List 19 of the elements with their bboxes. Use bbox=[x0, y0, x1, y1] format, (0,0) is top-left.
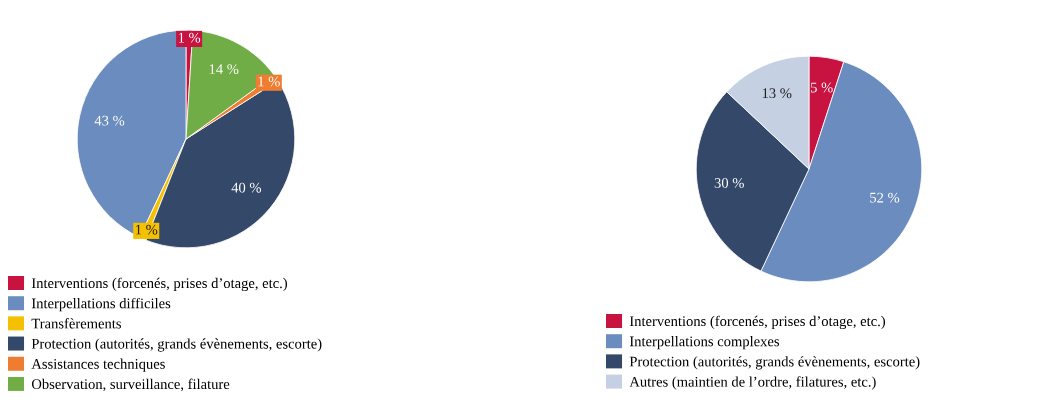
legend-label: Assistances techniques bbox=[31, 358, 165, 372]
legend-label: Observation, surveillance, filature bbox=[31, 378, 230, 392]
data-label: 13 % bbox=[762, 88, 792, 99]
data-label: 40 % bbox=[231, 182, 262, 193]
data-label: 43 % bbox=[94, 115, 125, 126]
data-label: 52 % bbox=[870, 192, 900, 203]
legend-label: Interpellations difficiles bbox=[31, 297, 171, 312]
data-label: 1 % bbox=[258, 76, 280, 87]
legend-label: Transfèrements bbox=[31, 318, 121, 329]
legend-label: Interpellations complexes bbox=[629, 336, 780, 350]
legend-label: Protection (autorités, grands évènements, escorte) bbox=[31, 338, 322, 352]
legend-label: Interventions (forcenés, prises d’otage, etc.) bbox=[629, 315, 886, 330]
legend-label: Autres (maintien de l’ordre, filatures, etc.) bbox=[629, 376, 876, 390]
data-label: 30 % bbox=[714, 178, 744, 188]
legend-label: Interventions (forcenés, prises d’otage, etc.) bbox=[31, 277, 288, 292]
data-label: 14 % bbox=[209, 64, 239, 75]
legend-label: Protection (autorités, grands évènements, escorte) bbox=[629, 356, 920, 370]
data-label: 5 % bbox=[811, 82, 833, 93]
data-label: 1 % bbox=[135, 224, 158, 235]
